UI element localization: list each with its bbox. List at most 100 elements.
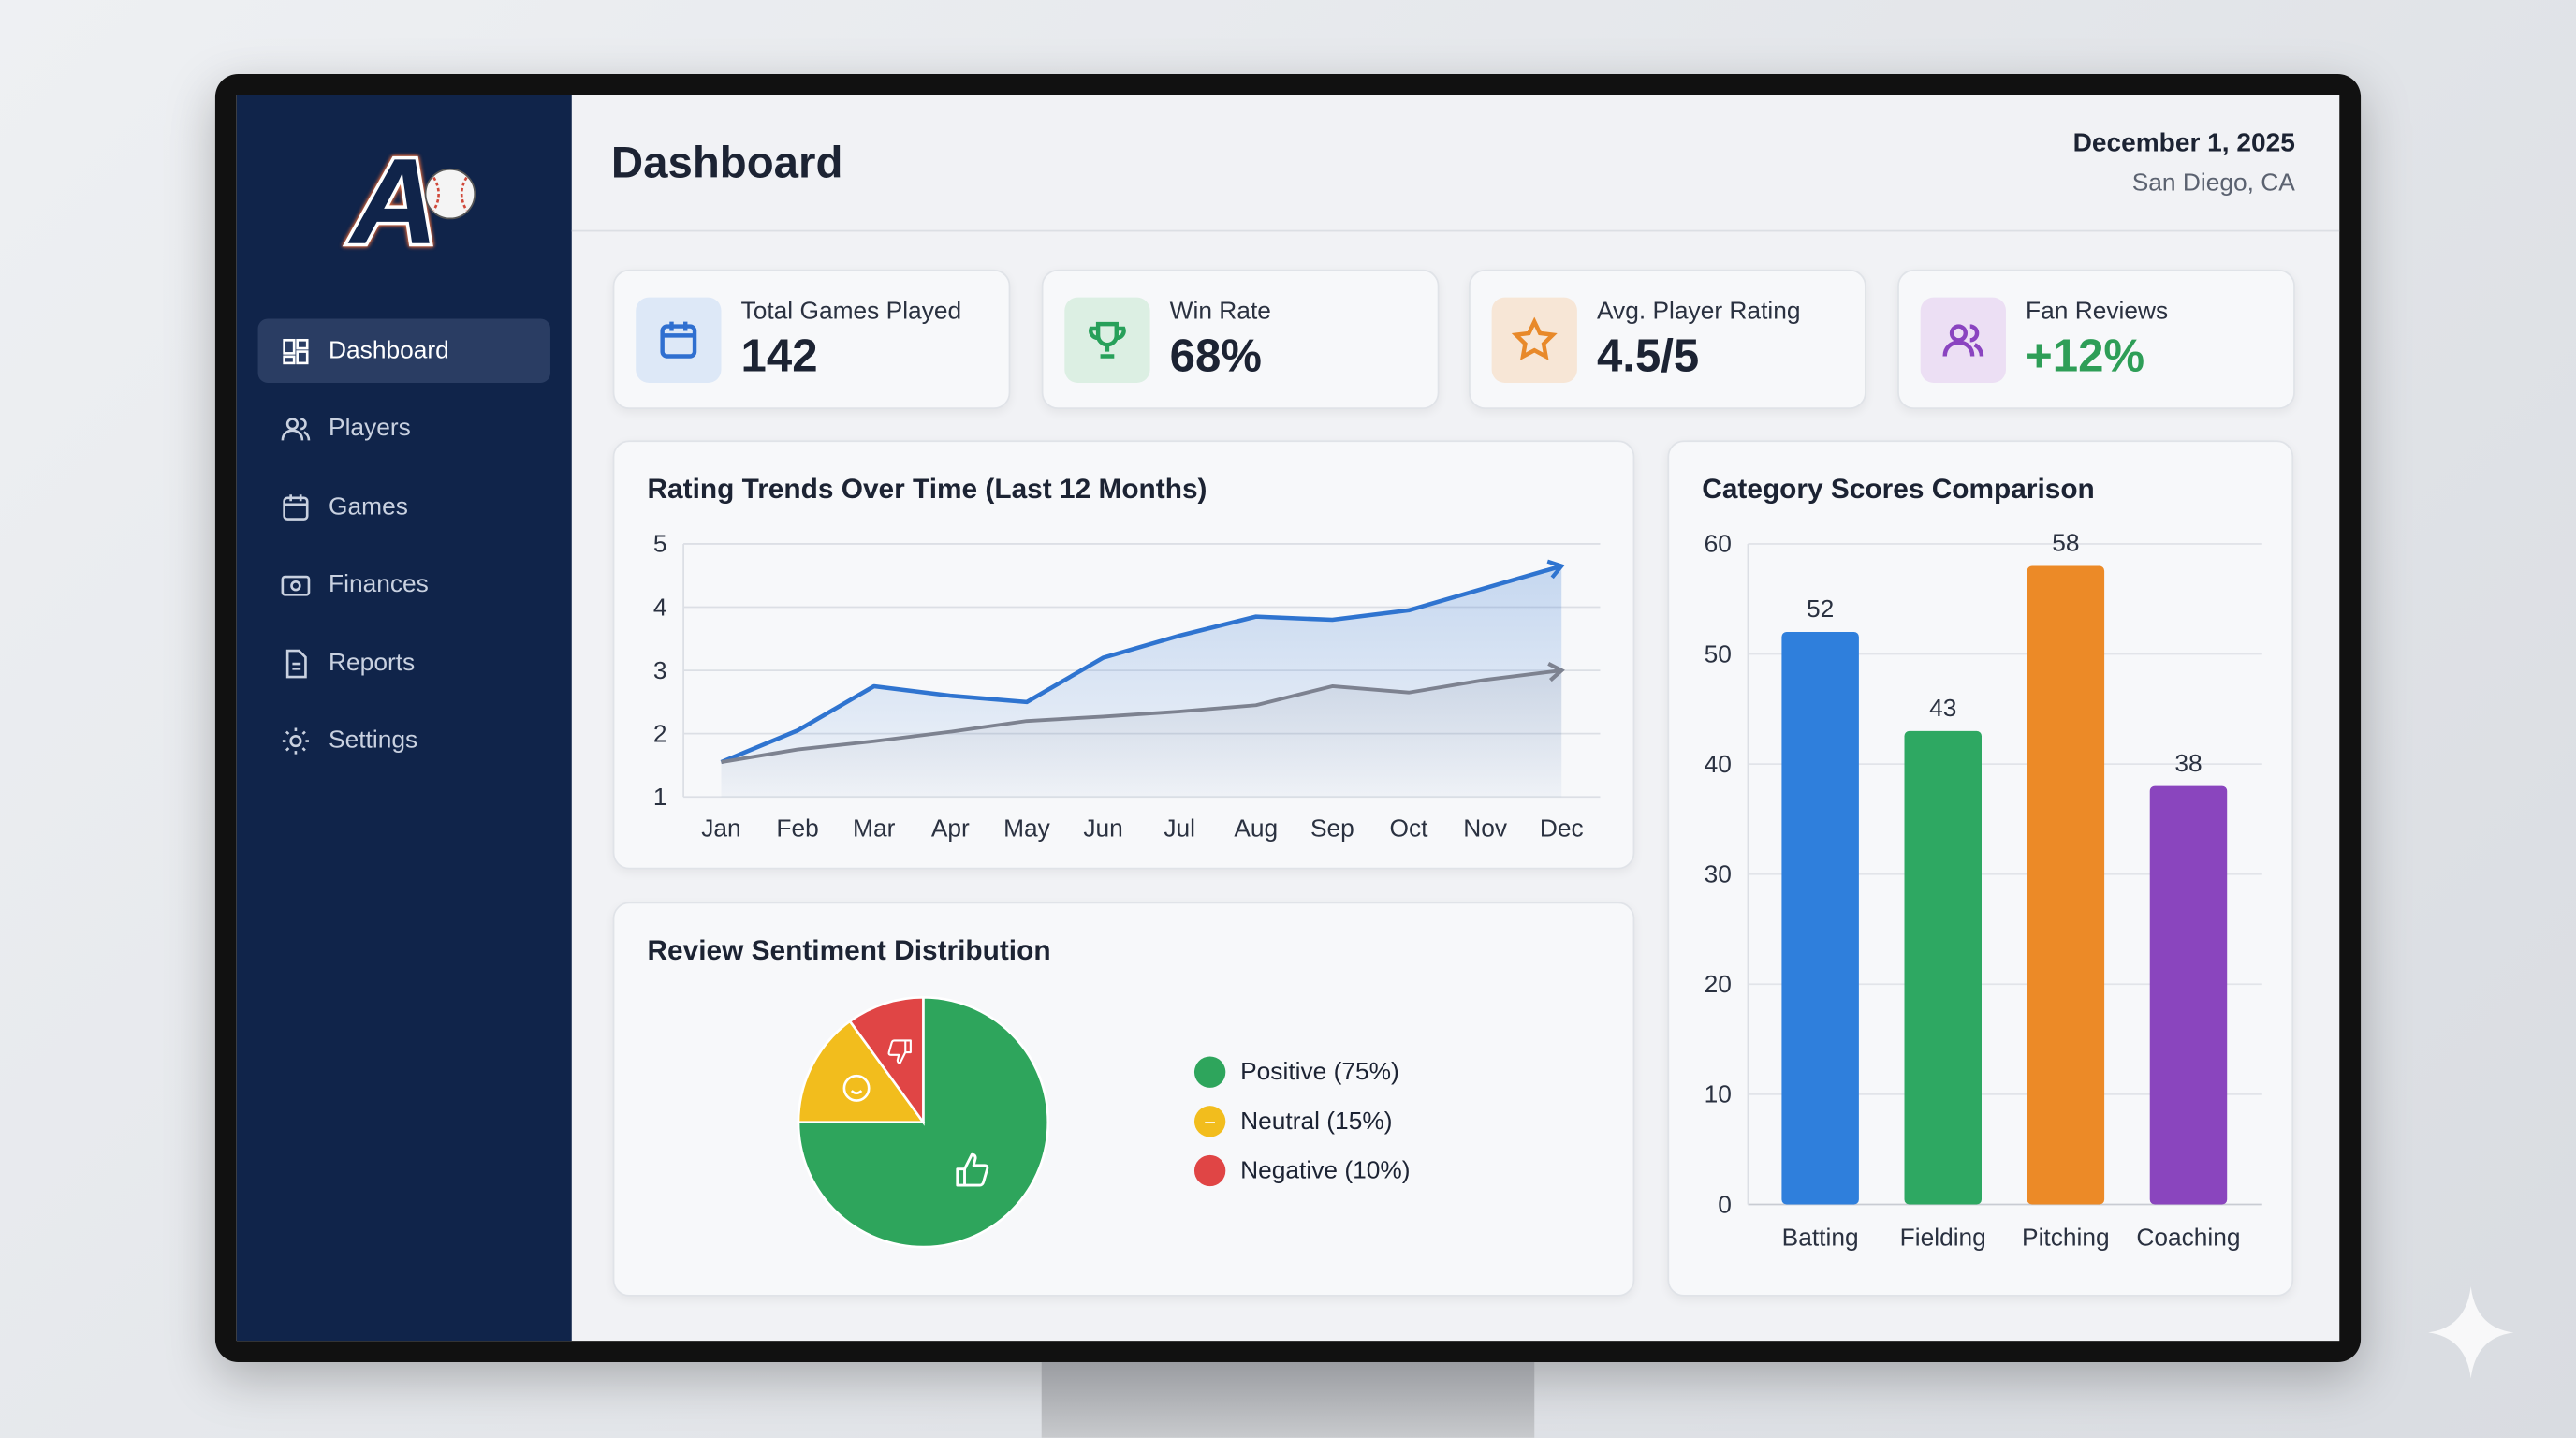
x-tick-label: Jun (1083, 814, 1122, 842)
chart-title: Category Scores Comparison (1702, 473, 2095, 505)
legend-item: – Neutral (15%) (1193, 1106, 1393, 1137)
smiley-icon: – (1193, 1106, 1226, 1137)
sidebar-item-label: Reports (329, 649, 416, 678)
current-date: December 1, 2025 (2072, 129, 2295, 158)
y-tick-label: 0 (1718, 1190, 1732, 1218)
thumbs-down-icon (1193, 1154, 1226, 1187)
baseball-icon (424, 168, 476, 220)
data-label: 38 (2174, 749, 2202, 777)
sidebar-item-dashboard[interactable]: Dashboard (257, 318, 550, 383)
x-tick-label: Pitching (2022, 1223, 2110, 1251)
kpi-label: Total Games Played (740, 297, 962, 326)
category-scores-card: Category Scores Comparison 0 10 20 30 40 50 60… (1667, 440, 2294, 1297)
kpi-card-avg-player-rating: Avg. Player Rating 4.5/5 (1469, 269, 1866, 410)
kpi-card-total-games-played: Total Games Played 142 (612, 269, 1011, 410)
chart-title: Rating Trends Over Time (Last 12 Months) (647, 473, 1208, 505)
data-label: 43 (1929, 694, 1956, 722)
sidebar-item-label: Dashboard (329, 336, 449, 365)
kpi-label: Win Rate (1169, 297, 1271, 326)
pie-chart (797, 996, 1050, 1249)
pie-slice-negative (848, 996, 925, 1126)
x-tick-label: Dec (1540, 814, 1584, 842)
legend-item: Negative (10%) (1193, 1154, 1411, 1187)
header-divider (571, 229, 2340, 232)
legend-label: Neutral (15%) (1240, 1107, 1393, 1136)
location: San Diego, CA (2131, 169, 2295, 198)
x-tick-label: Batting (1782, 1223, 1859, 1251)
line-chart: 1 2 3 4 5 Jan Feb Mar Apr May Jun Jul Aug Sep Oct Nov De… (653, 530, 1601, 842)
kpi-value: +12% (2026, 330, 2145, 382)
money-icon (281, 574, 311, 595)
baseball-stitches (432, 176, 468, 212)
trophy-icon (1064, 297, 1150, 383)
x-tick-label: Mar (853, 814, 896, 842)
team-logo: A (344, 131, 476, 263)
grid-icon (283, 338, 309, 364)
sidebar-item-label: Finances (329, 570, 429, 598)
sidebar-item-label: Players (329, 414, 411, 443)
x-tick-label: Jul (1164, 814, 1195, 842)
kpi-value: 142 (740, 330, 818, 382)
series-area (721, 670, 1562, 798)
sidebar-item-label: Settings (329, 726, 418, 755)
kpi-value: 68% (1169, 330, 1262, 382)
kpi-value: 4.5/5 (1596, 330, 1700, 382)
sidebar-item-players[interactable]: Players (258, 396, 550, 460)
thumbs-up-icon (956, 1152, 989, 1187)
kpi-label: Fan Reviews (2026, 297, 2169, 326)
bar-fielding (1904, 730, 1983, 1205)
thumbs-down-icon (887, 1039, 912, 1064)
sidebar-item-label: Games (329, 492, 408, 521)
legend-label: Negative (10%) (1240, 1156, 1411, 1185)
y-tick-label: 2 (653, 719, 667, 747)
series-line (720, 564, 1562, 765)
star-icon (1491, 297, 1577, 383)
x-tick-label: May (1003, 814, 1051, 842)
y-tick-label: 10 (1705, 1080, 1732, 1108)
smiley-icon (842, 1074, 871, 1102)
sidebar-item-finances[interactable]: Finances (258, 552, 550, 616)
x-tick-label: Aug (1234, 814, 1278, 842)
x-tick-label: Oct (1390, 814, 1429, 842)
kpi-label: Avg. Player Rating (1596, 297, 1801, 326)
bar-coaching (2149, 785, 2228, 1205)
sidebar-item-games[interactable]: Games (258, 475, 550, 538)
logo-letter: A (347, 133, 438, 263)
sidebar-item-reports[interactable]: Reports (258, 631, 550, 695)
y-tick-label: 60 (1705, 530, 1732, 558)
y-tick-label: 3 (653, 656, 667, 684)
kpi-card-fan-reviews: Fan Reviews +12% (1897, 269, 2295, 410)
y-tick-label: 4 (653, 593, 667, 621)
rating-trends-card: Rating Trends Over Time (Last 12 Months)… (612, 440, 1635, 870)
chart-title: Review Sentiment Distribution (647, 934, 1051, 966)
x-tick-label: Fielding (1900, 1223, 1986, 1251)
users-icon (281, 417, 311, 440)
monitor-stand (1041, 1361, 1535, 1438)
x-tick-label: Nov (1463, 814, 1508, 842)
y-tick-label: 40 (1705, 750, 1732, 778)
dashboard-screen: A Dashboard Players Games Finances Reports Se… (236, 95, 2340, 1342)
users-icon (1920, 297, 2006, 383)
sentiment-card: Review Sentiment Distribution Positive (… (612, 902, 1635, 1297)
page-title: Dashboard (610, 138, 843, 188)
legend-label: Positive (75%) (1240, 1058, 1399, 1087)
bar-pitching (2027, 565, 2105, 1205)
x-tick-label: Coaching (2136, 1223, 2240, 1251)
calendar-icon (283, 493, 309, 521)
x-tick-label: Jan (701, 814, 740, 842)
y-tick-label: 50 (1705, 639, 1732, 668)
x-tick-label: Sep (1310, 814, 1354, 842)
x-tick-label: Apr (931, 814, 970, 842)
data-label: 58 (2052, 529, 2079, 557)
y-tick-label: 1 (653, 783, 667, 811)
legend-item: Positive (75%) (1193, 1056, 1399, 1088)
sidebar: A Dashboard Players Games Finances Reports Se… (236, 95, 572, 1342)
bar-chart: 0 10 20 30 40 50 60 52 Batting 43 Fielding 58 Pitchi… (1705, 529, 2262, 1251)
sparkle-icon (2428, 1286, 2514, 1379)
sidebar-item-settings[interactable]: Settings (258, 708, 550, 771)
series-line (721, 668, 1562, 764)
thumbs-up-icon (1193, 1056, 1226, 1088)
bar-batting (1781, 632, 1859, 1205)
pie-slice-neutral (797, 1019, 926, 1124)
calendar-icon (636, 297, 722, 383)
